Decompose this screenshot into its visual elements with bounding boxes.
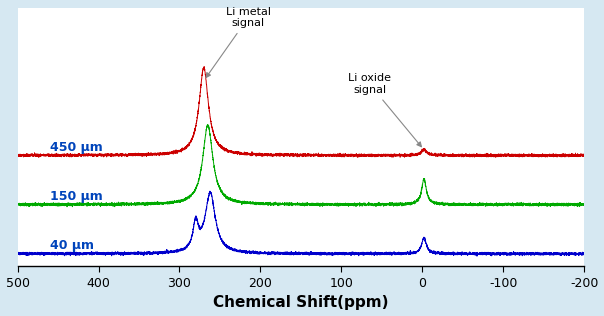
Text: Li metal
signal: Li metal signal — [206, 7, 271, 77]
X-axis label: Chemical Shift(ppm): Chemical Shift(ppm) — [213, 295, 388, 310]
Text: 40 μm: 40 μm — [50, 239, 94, 252]
Text: 150 μm: 150 μm — [50, 190, 103, 203]
Text: Li oxide
signal: Li oxide signal — [349, 73, 422, 147]
Text: 450 μm: 450 μm — [50, 141, 103, 154]
